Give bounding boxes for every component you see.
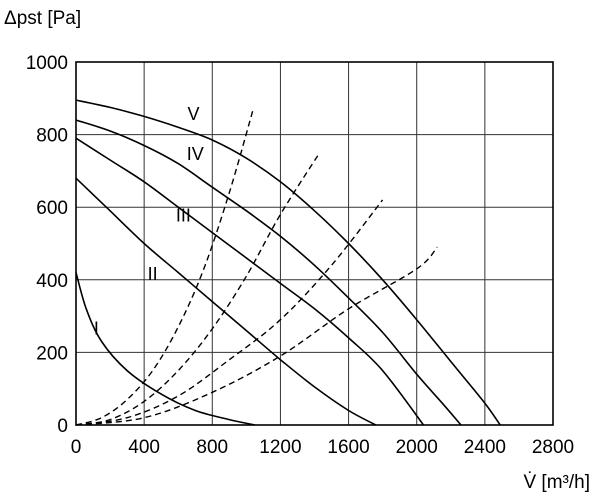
fan-curve-line-II [75, 177, 377, 426]
x-axis-label: V̇ [m³/h] [523, 472, 590, 493]
system-curve-line [75, 199, 384, 426]
y-axis-label: Δpst [Pa] [4, 8, 81, 29]
fan-curve-line-V [75, 99, 501, 426]
y-tick-label: 0 [57, 416, 68, 437]
plot-frame [75, 61, 554, 426]
x-tick-label: 2800 [532, 437, 574, 458]
x-tick-label: 0 [71, 437, 82, 458]
fan-curve-line-III [75, 137, 425, 426]
curve-label-III: III [176, 206, 191, 226]
fan-curve-line-IV [75, 119, 462, 426]
y-tick-label: 200 [36, 343, 68, 364]
curve-label-V: V [188, 104, 200, 124]
curves [75, 99, 501, 426]
x-tick-label: 400 [128, 437, 160, 458]
y-tick-label: 400 [36, 271, 68, 292]
x-tick-label: 1600 [327, 437, 369, 458]
curve-label-II: II [148, 264, 158, 284]
y-tick-labels: 0 200 400 600 800 1000 [26, 53, 68, 437]
y-tick-label: 1000 [26, 53, 68, 74]
x-tick-label: 1200 [259, 437, 301, 458]
y-tick-label: 600 [36, 198, 68, 219]
grid [75, 61, 554, 426]
system-curve-line [75, 246, 438, 426]
x-tick-label: 2400 [464, 437, 506, 458]
curve-label-I: I [94, 318, 99, 338]
y-tick-label: 800 [36, 126, 68, 147]
system-curve-line [75, 152, 321, 426]
x-tick-label: 2000 [396, 437, 438, 458]
curve-label-IV: IV [187, 144, 204, 164]
x-tick-label: 800 [196, 437, 228, 458]
system-curve-line [75, 109, 254, 426]
x-tick-labels: 0 400 800 1200 1600 2000 2400 2800 [71, 437, 574, 458]
